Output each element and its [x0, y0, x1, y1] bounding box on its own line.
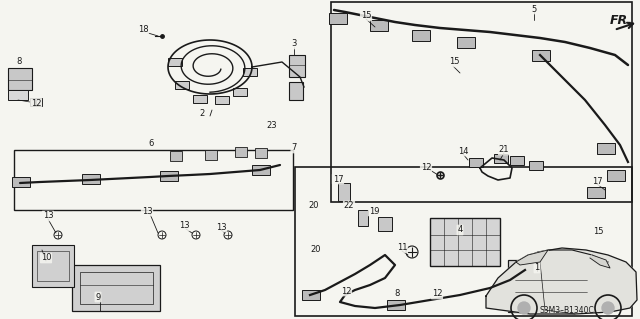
Text: 10: 10: [41, 254, 51, 263]
Bar: [14, 150, 293, 210]
Text: 20: 20: [308, 202, 319, 211]
Text: 15: 15: [593, 226, 604, 235]
Polygon shape: [516, 250, 548, 265]
Text: 9: 9: [95, 293, 100, 301]
Bar: [168, 58, 182, 66]
Bar: [387, 300, 405, 310]
Text: 8: 8: [394, 290, 400, 299]
Bar: [510, 156, 524, 165]
Bar: [37, 251, 69, 281]
Text: 8: 8: [16, 56, 22, 65]
Bar: [532, 50, 550, 61]
Bar: [358, 210, 368, 226]
Text: 1: 1: [534, 263, 540, 272]
Text: 17: 17: [333, 174, 343, 183]
Bar: [235, 147, 247, 157]
Bar: [529, 161, 543, 170]
Bar: [607, 170, 625, 181]
Text: 17: 17: [592, 176, 602, 186]
Bar: [215, 96, 229, 104]
Text: 6: 6: [148, 138, 154, 147]
Bar: [32, 245, 74, 287]
Bar: [515, 267, 587, 305]
Bar: [370, 20, 388, 31]
Text: S3M3–B1340C: S3M3–B1340C: [540, 306, 595, 315]
Text: FR.: FR.: [610, 14, 633, 27]
Bar: [469, 158, 483, 167]
Text: 12: 12: [432, 290, 442, 299]
Polygon shape: [590, 255, 610, 268]
Bar: [517, 267, 535, 277]
Text: 22: 22: [344, 202, 355, 211]
Text: 15: 15: [449, 57, 460, 66]
Bar: [430, 218, 500, 266]
Bar: [597, 143, 615, 154]
Bar: [30, 98, 42, 106]
Text: 12: 12: [340, 286, 351, 295]
Bar: [72, 265, 160, 311]
Bar: [170, 151, 182, 161]
Bar: [508, 260, 593, 312]
Bar: [494, 154, 508, 163]
Bar: [8, 90, 28, 100]
Text: 13: 13: [43, 211, 53, 220]
Text: 13: 13: [179, 221, 189, 231]
Bar: [587, 187, 605, 198]
Bar: [289, 82, 303, 100]
Text: 18: 18: [138, 26, 148, 34]
Bar: [412, 30, 430, 41]
Text: 15: 15: [361, 11, 371, 20]
Bar: [329, 13, 347, 24]
Text: 12: 12: [420, 162, 431, 172]
Text: 3: 3: [291, 40, 297, 48]
Bar: [255, 148, 267, 158]
Bar: [193, 95, 207, 103]
Bar: [338, 183, 350, 201]
Text: 20: 20: [311, 244, 321, 254]
Text: 4: 4: [458, 226, 463, 234]
Text: 2: 2: [200, 108, 205, 117]
Bar: [331, 2, 632, 202]
Bar: [160, 171, 178, 181]
Bar: [82, 174, 100, 184]
Bar: [175, 81, 189, 89]
Text: 12: 12: [31, 99, 41, 108]
Text: 13: 13: [141, 206, 152, 216]
Bar: [243, 68, 257, 76]
Bar: [80, 272, 153, 304]
Text: 21: 21: [499, 145, 509, 154]
Bar: [252, 165, 270, 175]
Bar: [205, 150, 217, 160]
Bar: [378, 217, 392, 231]
Circle shape: [602, 302, 614, 314]
Bar: [302, 290, 320, 300]
Bar: [12, 177, 30, 187]
Text: 13: 13: [216, 222, 227, 232]
Circle shape: [518, 302, 530, 314]
Bar: [233, 88, 247, 96]
Text: 11: 11: [397, 243, 407, 253]
Text: 19: 19: [369, 206, 380, 216]
Text: 23: 23: [267, 122, 277, 130]
Text: 14: 14: [458, 146, 468, 155]
Text: 5: 5: [531, 4, 536, 13]
Bar: [289, 55, 305, 77]
Bar: [457, 37, 475, 48]
Polygon shape: [486, 248, 637, 314]
Bar: [295, 167, 632, 316]
Bar: [8, 68, 32, 90]
Text: 7: 7: [291, 144, 297, 152]
